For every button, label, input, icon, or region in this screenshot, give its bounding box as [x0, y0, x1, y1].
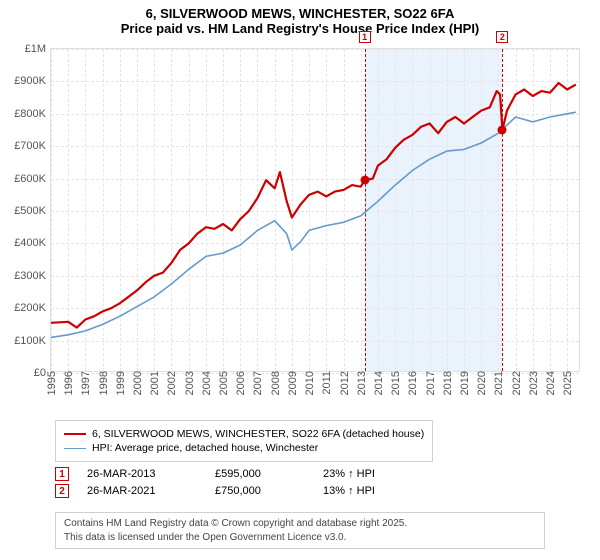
legend-label: HPI: Average price, detached house, Winc…: [92, 442, 318, 454]
event-table-row: 1 26-MAR-2013 £595,000 23% ↑ HPI: [55, 467, 375, 481]
x-axis-tick: 2021: [493, 371, 505, 395]
chart-title: 6, SILVERWOOD MEWS, WINCHESTER, SO22 6FA…: [0, 0, 600, 36]
x-axis-tick: 2016: [407, 371, 419, 395]
x-axis-tick: 2009: [287, 371, 299, 395]
x-axis-tick: 2002: [166, 371, 178, 395]
x-axis-tick: 2020: [476, 371, 488, 395]
legend-swatch: [64, 433, 86, 435]
legend-label: 6, SILVERWOOD MEWS, WINCHESTER, SO22 6FA…: [92, 428, 424, 440]
x-axis-tick: 1996: [63, 371, 75, 395]
title-line-2: Price paid vs. HM Land Registry's House …: [0, 21, 600, 36]
event-marker: 2: [496, 31, 508, 43]
event-price: £595,000: [215, 468, 305, 480]
legend-swatch: [64, 448, 86, 449]
footer-line-1: Contains HM Land Registry data © Crown c…: [64, 517, 536, 531]
event-marker: 1: [359, 31, 371, 43]
event-number-box: 1: [55, 467, 69, 481]
x-axis-tick: 2005: [218, 371, 230, 395]
x-axis-tick: 2017: [425, 371, 437, 395]
x-axis-tick: 2013: [356, 371, 368, 395]
x-axis-tick: 2019: [459, 371, 471, 395]
x-axis-tick: 1998: [98, 371, 110, 395]
y-axis-tick: £800K: [14, 108, 51, 120]
x-axis-tick: 2015: [390, 371, 402, 395]
x-axis-tick: 1999: [115, 371, 127, 395]
y-axis-tick: £1M: [25, 43, 51, 55]
footer-line-2: This data is licensed under the Open Gov…: [64, 531, 536, 545]
event-date: 26-MAR-2013: [87, 468, 197, 480]
x-axis-tick: 2004: [201, 371, 213, 395]
chart-plot-area: £0£100K£200K£300K£400K£500K£600K£700K£80…: [50, 48, 580, 372]
series-price_paid: [51, 83, 576, 328]
x-axis-tick: 2024: [545, 371, 557, 395]
event-table-row: 2 26-MAR-2021 £750,000 13% ↑ HPI: [55, 484, 375, 498]
legend-box: 6, SILVERWOOD MEWS, WINCHESTER, SO22 6FA…: [55, 420, 433, 462]
x-axis-tick: 2003: [184, 371, 196, 395]
event-price: £750,000: [215, 485, 305, 497]
event-point: [498, 126, 507, 135]
x-axis-tick: 2018: [442, 371, 454, 395]
x-axis-tick: 2025: [562, 371, 574, 395]
x-axis-tick: 1997: [80, 371, 92, 395]
y-axis-tick: £300K: [14, 270, 51, 282]
x-axis-tick: 2008: [270, 371, 282, 395]
event-date: 26-MAR-2021: [87, 485, 197, 497]
legend-item: 6, SILVERWOOD MEWS, WINCHESTER, SO22 6FA…: [64, 428, 424, 440]
y-axis-tick: £500K: [14, 205, 51, 217]
event-point: [360, 176, 369, 185]
x-axis-tick: 2001: [149, 371, 161, 395]
series-lines: [51, 49, 579, 371]
event-hpi-delta: 23% ↑ HPI: [323, 468, 375, 480]
legend-item: HPI: Average price, detached house, Winc…: [64, 442, 424, 454]
series-hpi: [51, 112, 576, 337]
y-axis-tick: £100K: [14, 335, 51, 347]
x-axis-tick: 2010: [304, 371, 316, 395]
y-axis-tick: £400K: [14, 237, 51, 249]
y-axis-tick: £700K: [14, 140, 51, 152]
x-axis-tick: 2000: [132, 371, 144, 395]
x-axis-tick: 2006: [235, 371, 247, 395]
title-line-1: 6, SILVERWOOD MEWS, WINCHESTER, SO22 6FA: [0, 6, 600, 21]
event-hpi-delta: 13% ↑ HPI: [323, 485, 375, 497]
y-axis-tick: £900K: [14, 75, 51, 87]
x-axis-tick: 2012: [339, 371, 351, 395]
x-axis-tick: 2007: [252, 371, 264, 395]
attribution-footer: Contains HM Land Registry data © Crown c…: [55, 512, 545, 549]
x-axis-tick: 2014: [373, 371, 385, 395]
x-axis-tick: 1995: [46, 371, 58, 395]
events-table: 1 26-MAR-2013 £595,000 23% ↑ HPI 2 26-MAR-202…: [55, 464, 375, 501]
x-axis-tick: 2011: [321, 371, 333, 395]
y-axis-tick: £200K: [14, 302, 51, 314]
x-axis-tick: 2022: [511, 371, 523, 395]
x-axis-tick: 2023: [528, 371, 540, 395]
y-axis-tick: £600K: [14, 173, 51, 185]
event-number-box: 2: [55, 484, 69, 498]
